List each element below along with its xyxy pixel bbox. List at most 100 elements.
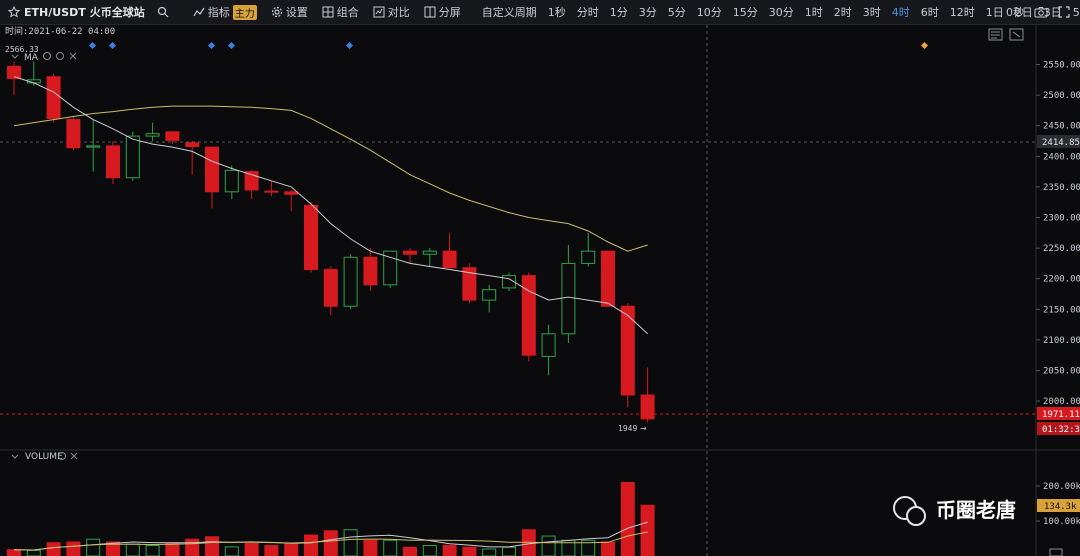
split-screen-button[interactable]: 分屏 [424,4,461,20]
volume-bar [7,549,21,556]
volume-bar [185,538,200,556]
price-tick-label: 2050.00 [1043,367,1080,377]
volume-bar [26,549,41,556]
volume-bar [284,543,299,556]
volume-bar [601,541,615,556]
candle-body [46,76,61,119]
combo-button[interactable]: 组合 [322,4,359,20]
event-marker[interactable] [207,41,216,50]
interval-option[interactable]: 1秒 [547,6,566,19]
event-marker[interactable] [345,41,354,50]
interval-option[interactable]: 1日 [985,6,1004,19]
interval-option[interactable]: 5分 [667,6,686,19]
search-icon[interactable] [157,6,169,18]
candle-body [620,305,635,396]
volume-bar [581,539,596,556]
interval-option[interactable]: 1时 [804,6,823,19]
ma-slow-line [13,105,648,252]
chart-area[interactable]: 时间:2021-06-22 04:00 2566.33 MA VOLUME 25… [0,25,1080,556]
maximize-pane-icon[interactable] [1009,28,1024,41]
pane-tools [988,28,1024,41]
scroll-handle-icon[interactable] [1049,548,1063,556]
interval-option[interactable]: 5日 [1072,6,1080,19]
settings-icon[interactable] [58,452,66,460]
event-marker[interactable] [920,41,929,50]
symbol-selector[interactable]: ETH/USDT 火币全球站 [8,4,169,20]
candle-body [323,269,338,307]
ma-legend[interactable]: MA [11,52,77,64]
split-screen-icon [424,6,436,18]
volume-tick-label: 100.00k [1043,517,1080,527]
volume-bar [145,545,160,556]
volume-bar [640,504,655,556]
ma-lines [13,76,648,335]
candle-body [601,250,615,307]
camera-icon[interactable] [1034,6,1048,18]
event-marker[interactable] [227,41,236,50]
interval-option[interactable]: 2时 [833,6,852,19]
interval-option[interactable]: 1分 [609,6,628,19]
settings-label: 设置 [285,6,308,19]
volume-tag: 134.3k [1037,499,1080,512]
interval-option[interactable]: 分时 [576,6,599,19]
close-icon[interactable] [70,452,78,460]
candle-body [383,250,398,286]
chevron-down-icon[interactable] [11,454,19,459]
interval-option[interactable]: 4时 [891,6,910,19]
eye-icon[interactable] [43,52,51,60]
interval-option[interactable]: 3日 [1043,6,1062,19]
candle-body [541,333,556,357]
custom-period-button[interactable]: 自定义周期 [481,6,537,19]
watermark: 币圈老唐 [893,496,1016,526]
volume-legend[interactable]: VOLUME [11,452,78,462]
price-tick-label: 2100.00 [1043,336,1080,346]
candle-body [66,119,81,149]
volume-bar [86,538,101,556]
settings-icon[interactable] [56,52,64,60]
pane-settings-icon[interactable] [988,28,1003,41]
indicators-button[interactable]: 指标 主力 [193,4,257,20]
volume-bar [502,546,516,556]
volume-bar [224,546,239,556]
event-markers [88,41,929,50]
price-tick-label: 2400.00 [1043,152,1080,162]
settings-button[interactable]: 设置 [271,4,308,20]
interval-option[interactable]: 3分 [638,6,657,19]
price-tick-label: 2150.00 [1043,305,1080,315]
price-tick-label: 2300.00 [1043,214,1080,224]
high-price-label: 2566.33 [5,45,39,54]
candle-body [581,250,596,264]
compare-button[interactable]: 对比 [373,4,410,20]
price-tick-label: 2450.00 [1043,122,1080,132]
volume-bar [343,529,358,556]
interval-option[interactable]: 3时 [862,6,881,19]
star-icon[interactable] [8,6,20,18]
current-volume: 134.3k [1044,502,1077,512]
candle-body [482,289,497,301]
chart-toolbar: ETH/USDT 火币全球站 指标 主力 设置 组合 对比 分屏 自定义周期 1… [0,0,1080,25]
indicator-icon [193,7,205,17]
candle-body [462,267,477,301]
interval-option[interactable]: 10分 [696,6,722,19]
interval-option[interactable]: 12时 [949,6,975,19]
candle-body [304,204,318,271]
pane-settings-lines [991,31,1000,39]
volume-tag-box [1037,499,1080,512]
close-icon[interactable] [69,52,77,60]
candle-body [205,146,219,193]
last-price-tag: 1971.11 01:32:39 [1037,407,1080,435]
chevron-down-icon[interactable] [11,54,19,59]
interval-option[interactable]: 2日 [1014,6,1033,19]
volume-bar [46,542,61,556]
volume-bar [323,530,338,556]
volume-bar [442,545,457,556]
interval-option[interactable]: 30分 [768,6,794,19]
interval-option[interactable]: 15分 [732,6,758,19]
bar-countdown: 01:32:39 [1042,425,1080,435]
volume-bar [363,539,378,556]
fullscreen-icon[interactable] [1058,6,1070,18]
volume-bar [383,539,398,556]
volume-bar [403,546,417,556]
interval-option[interactable]: 6时 [920,6,939,19]
